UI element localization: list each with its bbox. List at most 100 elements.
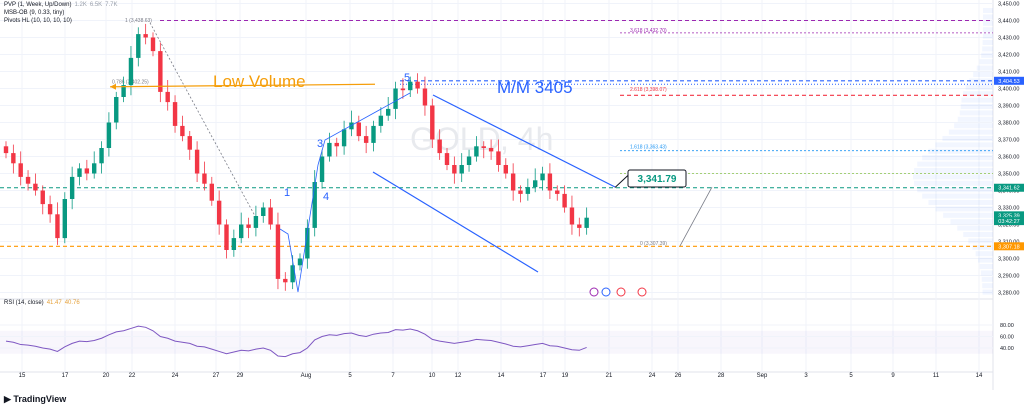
msb-indicator-legend[interactable]: MSB-OB (9, 0.33, tiny) bbox=[4, 10, 64, 16]
candle-body bbox=[408, 81, 413, 91]
candle-body bbox=[106, 122, 112, 148]
volume-profile-bar bbox=[914, 168, 993, 173]
volume-profile-bar bbox=[960, 104, 993, 109]
volume-profile-bar bbox=[981, 276, 993, 282]
price-axis-tag bbox=[994, 76, 1024, 85]
volume-profile-bar bbox=[957, 225, 993, 231]
candle-body bbox=[40, 190, 45, 205]
event-flag-icon bbox=[637, 287, 647, 297]
candle-body bbox=[202, 173, 207, 184]
fib-diagonal bbox=[149, 22, 256, 217]
candle-body bbox=[253, 216, 259, 228]
volume-profile-bar bbox=[982, 283, 993, 289]
volume-profile-bar bbox=[912, 174, 993, 180]
candle-body bbox=[55, 214, 60, 239]
volume-profile-bar bbox=[979, 59, 993, 65]
rsi-value: 41.47 bbox=[46, 300, 62, 306]
x-tick-label: 3 bbox=[804, 373, 808, 379]
volume-profile-bar bbox=[965, 84, 993, 90]
vpvp-value-up: 1.2K bbox=[74, 2, 87, 8]
fib-label: 1.618 (3,363.43) bbox=[630, 145, 667, 151]
tradingview-logo[interactable]: ▶ TradingView bbox=[4, 394, 66, 405]
rsi-y-tick-label: 80.00 bbox=[1000, 323, 1014, 329]
vpvp-indicator-legend[interactable]: PVP (1, Week, Up/Down) 1.2K 6.5K 7.7K bbox=[4, 2, 118, 8]
x-tick-label: 20 bbox=[103, 373, 110, 379]
candle-body bbox=[69, 176, 75, 199]
mm-target-label: M/M 3405 bbox=[497, 78, 573, 97]
x-tick-label: 28 bbox=[718, 373, 725, 379]
event-flag-icon bbox=[589, 287, 599, 297]
candle-body bbox=[577, 224, 582, 228]
x-tick-label: 7 bbox=[391, 373, 395, 379]
candle-body bbox=[422, 88, 428, 106]
msb-label: MSB-OB (9, 0.33, tiny) bbox=[4, 10, 65, 16]
y-tick-label: 3,440.00 bbox=[998, 19, 1019, 25]
volume-profile-bar bbox=[982, 40, 993, 45]
low-volume-arrowhead bbox=[110, 83, 116, 90]
rsi-y-tick-label: 40.00 bbox=[1000, 346, 1014, 352]
wave-label: 4 bbox=[323, 191, 329, 203]
price-axis-tag bbox=[994, 217, 1024, 226]
volume-profile-bar bbox=[917, 187, 993, 193]
candle-body bbox=[378, 115, 384, 126]
candle-body bbox=[305, 227, 310, 259]
candle-body bbox=[47, 204, 53, 215]
price-box bbox=[627, 169, 687, 188]
x-tick-label: 5 bbox=[348, 373, 352, 379]
price-axis-tag bbox=[994, 183, 1024, 192]
candle-body bbox=[356, 122, 361, 137]
tradingview-logo-icon: ▶ bbox=[4, 394, 14, 404]
candle-body bbox=[216, 200, 222, 225]
candle-body bbox=[312, 182, 317, 228]
vpvp-value-down: 6.5K bbox=[89, 2, 103, 8]
volume-profile-bar bbox=[976, 65, 993, 71]
y-tick-label: 3,330.00 bbox=[998, 206, 1019, 212]
candle-body bbox=[510, 173, 516, 191]
candle-body bbox=[25, 176, 31, 184]
price-axis-tag bbox=[994, 211, 1024, 220]
price-axis-tag-label: 3,341.62 bbox=[998, 186, 1019, 192]
vpvp-value-total: 7.7K bbox=[105, 2, 118, 8]
candle-body bbox=[584, 217, 589, 228]
x-tick-label: 17 bbox=[540, 373, 547, 379]
projection-line bbox=[679, 186, 713, 247]
candle-body bbox=[194, 149, 200, 174]
candle-body bbox=[562, 193, 567, 208]
volume-profile-bar bbox=[935, 142, 993, 148]
rsi-indicator-legend[interactable]: RSI (14, close) 41.47 40.76 bbox=[4, 300, 80, 306]
volume-profile-bar bbox=[982, 20, 993, 26]
y-tick-label: 3,320.00 bbox=[998, 223, 1019, 229]
pivots-indicator-legend[interactable]: Pivots HL (10, 10, 10, 10) bbox=[4, 18, 72, 24]
candle-body bbox=[11, 153, 16, 164]
volume-profile-bar bbox=[914, 180, 993, 186]
volume-profile-bar bbox=[973, 72, 993, 77]
fib-label: 0 (3,307.39) bbox=[640, 241, 667, 247]
volume-profile-bar bbox=[928, 148, 993, 154]
pivots-label: Pivots HL (10, 10, 10, 10) bbox=[4, 18, 72, 24]
candle-body bbox=[349, 122, 354, 130]
volume-profile-bar bbox=[975, 251, 993, 257]
candle-body bbox=[84, 168, 90, 174]
volume-profile-bar bbox=[978, 257, 993, 263]
candle-body bbox=[3, 146, 9, 154]
x-tick-label: 12 bbox=[455, 373, 462, 379]
volume-profile-bar bbox=[922, 193, 993, 199]
y-tick-label: 3,360.00 bbox=[998, 155, 1019, 161]
price-axis-tag-label: 3,404.53 bbox=[998, 79, 1019, 85]
watermark-symbol: GOLD bbox=[410, 121, 501, 157]
candle-body bbox=[128, 57, 134, 86]
candle-body bbox=[165, 91, 170, 103]
candle-body bbox=[518, 190, 523, 194]
x-tick-label: 17 bbox=[62, 373, 69, 379]
candle-body bbox=[540, 173, 545, 181]
low-volume-arrow-line bbox=[109, 83, 376, 88]
candle-body bbox=[261, 207, 266, 216]
candle-body bbox=[92, 163, 97, 174]
y-tick-label: 3,450.00 bbox=[998, 2, 1019, 8]
candle-body bbox=[62, 199, 67, 239]
candle-body bbox=[503, 165, 508, 174]
wave-label: 3 bbox=[317, 138, 323, 150]
y-tick-label: 3,380.00 bbox=[998, 121, 1019, 127]
